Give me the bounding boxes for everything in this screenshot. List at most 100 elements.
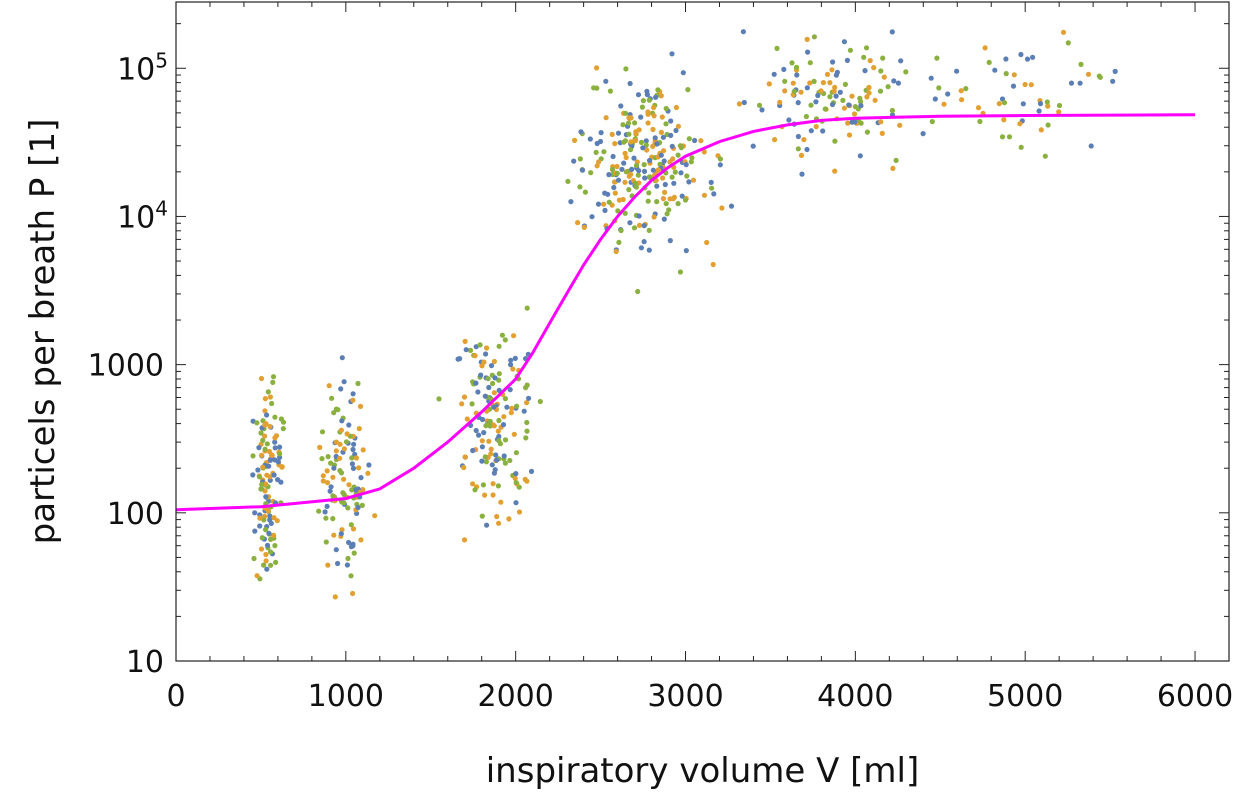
data-point xyxy=(462,537,467,542)
data-point xyxy=(506,516,511,521)
data-point xyxy=(333,594,338,599)
data-point xyxy=(331,466,336,471)
data-point xyxy=(341,477,346,482)
data-point xyxy=(702,193,707,198)
data-point xyxy=(976,105,981,110)
data-point xyxy=(704,240,709,245)
data-point xyxy=(254,420,259,425)
data-point xyxy=(719,205,724,210)
data-point xyxy=(1086,72,1091,77)
y-axis-title: particels per breath P [1] xyxy=(23,119,63,545)
data-point xyxy=(620,122,625,127)
data-point xyxy=(358,475,363,480)
data-point xyxy=(804,147,809,152)
data-point xyxy=(255,467,260,472)
data-point xyxy=(637,213,642,218)
data-point xyxy=(320,429,325,434)
data-point xyxy=(796,134,801,139)
data-point xyxy=(522,409,527,414)
data-point xyxy=(494,514,499,519)
data-point xyxy=(475,389,480,394)
data-point xyxy=(504,405,509,410)
data-point xyxy=(268,394,273,399)
data-point xyxy=(265,441,270,446)
data-point xyxy=(673,170,678,175)
data-point xyxy=(653,135,658,140)
data-point xyxy=(463,454,468,459)
data-point xyxy=(627,220,632,225)
data-point xyxy=(647,158,652,163)
data-point xyxy=(281,426,286,431)
data-point xyxy=(358,404,363,409)
data-point xyxy=(484,459,489,464)
data-point xyxy=(483,454,488,459)
data-point xyxy=(843,82,848,87)
data-point xyxy=(612,141,617,146)
data-point xyxy=(805,50,810,55)
data-point xyxy=(987,60,992,65)
data-point xyxy=(501,422,506,427)
data-point xyxy=(345,556,350,561)
data-point xyxy=(890,108,895,113)
data-point xyxy=(330,475,335,480)
data-point xyxy=(685,87,690,92)
data-point xyxy=(820,128,825,133)
data-point xyxy=(341,500,346,505)
data-point xyxy=(268,458,273,463)
data-point xyxy=(511,333,516,338)
data-point xyxy=(864,45,869,50)
data-point xyxy=(260,438,265,443)
data-point xyxy=(263,552,268,557)
data-point xyxy=(601,149,606,154)
data-point xyxy=(353,487,358,492)
data-point xyxy=(805,37,810,42)
data-point xyxy=(1078,81,1083,86)
data-point xyxy=(670,144,675,149)
data-point xyxy=(594,86,599,91)
data-point xyxy=(878,119,883,124)
data-point xyxy=(498,441,503,446)
data-point xyxy=(264,567,269,572)
y-tick-label: 104 xyxy=(117,196,168,235)
data-point xyxy=(472,487,477,492)
data-point xyxy=(670,156,675,161)
data-point xyxy=(1110,79,1115,84)
data-point xyxy=(606,172,611,177)
x-tick-label: 2000 xyxy=(477,679,553,714)
data-point xyxy=(1025,57,1030,62)
data-point xyxy=(250,472,255,477)
data-point xyxy=(594,150,599,155)
data-point xyxy=(616,131,621,136)
data-point xyxy=(1046,122,1051,127)
data-point xyxy=(565,179,570,184)
data-point xyxy=(631,156,636,161)
data-point xyxy=(589,214,594,219)
data-point xyxy=(804,114,809,119)
data-point xyxy=(698,138,703,143)
data-point xyxy=(821,80,826,85)
data-point xyxy=(372,513,377,518)
data-point xyxy=(781,67,786,72)
data-point xyxy=(614,249,619,254)
data-point xyxy=(668,133,673,138)
data-point xyxy=(646,112,651,117)
data-point xyxy=(616,178,621,183)
data-point xyxy=(652,214,657,219)
data-point xyxy=(1001,117,1006,122)
data-point xyxy=(659,153,664,158)
data-point xyxy=(1097,74,1102,79)
data-point xyxy=(862,68,867,73)
data-point xyxy=(711,191,716,196)
data-point xyxy=(676,201,681,206)
data-point xyxy=(481,482,486,487)
data-point xyxy=(1043,154,1048,159)
data-point xyxy=(492,471,497,476)
data-point xyxy=(355,381,360,386)
data-point xyxy=(842,106,847,111)
data-point xyxy=(610,132,615,137)
data-point xyxy=(852,111,857,116)
data-point xyxy=(266,464,271,469)
data-point xyxy=(276,459,281,464)
data-point xyxy=(607,200,612,205)
data-point xyxy=(849,94,854,99)
